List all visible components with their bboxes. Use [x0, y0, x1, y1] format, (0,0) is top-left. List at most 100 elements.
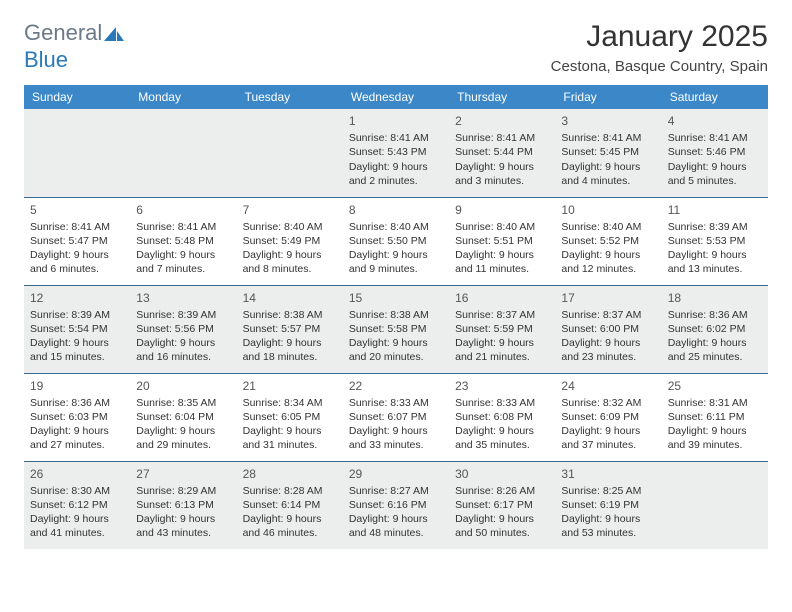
day-header-tue: Tuesday — [237, 85, 343, 109]
calendar-empty-cell — [237, 109, 343, 197]
day-info-line: Daylight: 9 hours — [455, 512, 549, 526]
day-info-line: Sunset: 5:57 PM — [243, 322, 337, 336]
day-number: 8 — [349, 202, 443, 218]
day-number: 2 — [455, 113, 549, 129]
day-header-thu: Thursday — [449, 85, 555, 109]
day-number: 23 — [455, 378, 549, 394]
day-info-line: Sunset: 6:13 PM — [136, 498, 230, 512]
day-info-line: Sunrise: 8:40 AM — [243, 220, 337, 234]
day-info-line: Daylight: 9 hours — [30, 336, 124, 350]
day-info-line: Sunset: 5:59 PM — [455, 322, 549, 336]
calendar-day-cell: 3Sunrise: 8:41 AMSunset: 5:45 PMDaylight… — [555, 109, 661, 197]
calendar-day-cell: 8Sunrise: 8:40 AMSunset: 5:50 PMDaylight… — [343, 197, 449, 285]
day-info-line: and 50 minutes. — [455, 526, 549, 540]
calendar-day-cell: 5Sunrise: 8:41 AMSunset: 5:47 PMDaylight… — [24, 197, 130, 285]
day-info-line: and 21 minutes. — [455, 350, 549, 364]
day-info-line: and 2 minutes. — [349, 174, 443, 188]
day-number: 25 — [668, 378, 762, 394]
calendar-day-cell: 2Sunrise: 8:41 AMSunset: 5:44 PMDaylight… — [449, 109, 555, 197]
day-number: 12 — [30, 290, 124, 306]
day-info-line: Daylight: 9 hours — [561, 424, 655, 438]
logo-text-blue: Blue — [24, 47, 68, 72]
calendar-day-cell: 22Sunrise: 8:33 AMSunset: 6:07 PMDayligh… — [343, 373, 449, 461]
calendar-day-cell: 9Sunrise: 8:40 AMSunset: 5:51 PMDaylight… — [449, 197, 555, 285]
day-info-line: Sunrise: 8:37 AM — [561, 308, 655, 322]
calendar-day-cell: 7Sunrise: 8:40 AMSunset: 5:49 PMDaylight… — [237, 197, 343, 285]
day-info-line: and 53 minutes. — [561, 526, 655, 540]
page-header: General Blue January 2025 Cestona, Basqu… — [24, 20, 768, 75]
day-info-line: Sunrise: 8:40 AM — [349, 220, 443, 234]
calendar-day-cell: 17Sunrise: 8:37 AMSunset: 6:00 PMDayligh… — [555, 285, 661, 373]
day-info-line: Sunrise: 8:40 AM — [455, 220, 549, 234]
day-info-line: Sunset: 5:58 PM — [349, 322, 443, 336]
day-info-line: Sunrise: 8:25 AM — [561, 484, 655, 498]
day-info-line: Sunrise: 8:41 AM — [668, 131, 762, 145]
day-info-line: and 27 minutes. — [30, 438, 124, 452]
day-info-line: Sunrise: 8:31 AM — [668, 396, 762, 410]
title-block: January 2025 Cestona, Basque Country, Sp… — [551, 20, 768, 75]
day-header-sun: Sunday — [24, 85, 130, 109]
day-info-line: Daylight: 9 hours — [668, 336, 762, 350]
day-info-line: Daylight: 9 hours — [561, 512, 655, 526]
calendar-day-cell: 15Sunrise: 8:38 AMSunset: 5:58 PMDayligh… — [343, 285, 449, 373]
calendar-page: General Blue January 2025 Cestona, Basqu… — [0, 0, 792, 569]
calendar-week-row: 1Sunrise: 8:41 AMSunset: 5:43 PMDaylight… — [24, 109, 768, 197]
day-info-line: Sunset: 5:47 PM — [30, 234, 124, 248]
day-info-line: Sunrise: 8:41 AM — [455, 131, 549, 145]
calendar-day-cell: 16Sunrise: 8:37 AMSunset: 5:59 PMDayligh… — [449, 285, 555, 373]
calendar-day-cell: 4Sunrise: 8:41 AMSunset: 5:46 PMDaylight… — [662, 109, 768, 197]
day-info-line: and 39 minutes. — [668, 438, 762, 452]
day-number: 30 — [455, 466, 549, 482]
day-info-line: Daylight: 9 hours — [455, 248, 549, 262]
day-info-line: Sunset: 6:04 PM — [136, 410, 230, 424]
day-info-line: Sunrise: 8:41 AM — [136, 220, 230, 234]
month-title: January 2025 — [551, 20, 768, 54]
day-info-line: Sunset: 5:48 PM — [136, 234, 230, 248]
day-info-line: Sunrise: 8:29 AM — [136, 484, 230, 498]
day-info-line: and 18 minutes. — [243, 350, 337, 364]
day-info-line: and 29 minutes. — [136, 438, 230, 452]
day-info-line: Daylight: 9 hours — [136, 336, 230, 350]
day-info-line: and 20 minutes. — [349, 350, 443, 364]
calendar-day-cell: 1Sunrise: 8:41 AMSunset: 5:43 PMDaylight… — [343, 109, 449, 197]
day-info-line: Sunrise: 8:41 AM — [349, 131, 443, 145]
day-info-line: Sunrise: 8:33 AM — [349, 396, 443, 410]
calendar-empty-cell — [24, 109, 130, 197]
day-info-line: Sunrise: 8:41 AM — [30, 220, 124, 234]
day-info-line: Sunrise: 8:32 AM — [561, 396, 655, 410]
day-number: 20 — [136, 378, 230, 394]
calendar-day-cell: 25Sunrise: 8:31 AMSunset: 6:11 PMDayligh… — [662, 373, 768, 461]
day-number: 6 — [136, 202, 230, 218]
day-info-line: and 11 minutes. — [455, 262, 549, 276]
day-info-line: and 5 minutes. — [668, 174, 762, 188]
day-number: 19 — [30, 378, 124, 394]
day-number: 4 — [668, 113, 762, 129]
day-info-line: Sunrise: 8:41 AM — [561, 131, 655, 145]
calendar-body: 1Sunrise: 8:41 AMSunset: 5:43 PMDaylight… — [24, 109, 768, 549]
day-number: 26 — [30, 466, 124, 482]
day-info-line: Sunrise: 8:39 AM — [668, 220, 762, 234]
day-info-line: Daylight: 9 hours — [30, 424, 124, 438]
day-number: 28 — [243, 466, 337, 482]
day-info-line: Sunset: 6:00 PM — [561, 322, 655, 336]
day-number: 29 — [349, 466, 443, 482]
day-info-line: Sunset: 6:08 PM — [455, 410, 549, 424]
day-info-line: and 48 minutes. — [349, 526, 443, 540]
day-info-line: Daylight: 9 hours — [243, 248, 337, 262]
calendar-day-cell: 20Sunrise: 8:35 AMSunset: 6:04 PMDayligh… — [130, 373, 236, 461]
day-info-line: Sunset: 5:54 PM — [30, 322, 124, 336]
day-info-line: Sunset: 5:53 PM — [668, 234, 762, 248]
calendar-empty-cell — [662, 461, 768, 549]
calendar-day-cell: 12Sunrise: 8:39 AMSunset: 5:54 PMDayligh… — [24, 285, 130, 373]
day-info-line: Sunset: 5:44 PM — [455, 145, 549, 159]
day-info-line: Sunrise: 8:39 AM — [136, 308, 230, 322]
day-info-line: Daylight: 9 hours — [243, 336, 337, 350]
calendar-day-cell: 19Sunrise: 8:36 AMSunset: 6:03 PMDayligh… — [24, 373, 130, 461]
calendar-day-cell: 30Sunrise: 8:26 AMSunset: 6:17 PMDayligh… — [449, 461, 555, 549]
day-info-line: Daylight: 9 hours — [136, 512, 230, 526]
day-info-line: Daylight: 9 hours — [455, 424, 549, 438]
day-info-line: and 7 minutes. — [136, 262, 230, 276]
day-info-line: Sunset: 5:50 PM — [349, 234, 443, 248]
day-info-line: Sunrise: 8:35 AM — [136, 396, 230, 410]
day-info-line: Daylight: 9 hours — [349, 336, 443, 350]
